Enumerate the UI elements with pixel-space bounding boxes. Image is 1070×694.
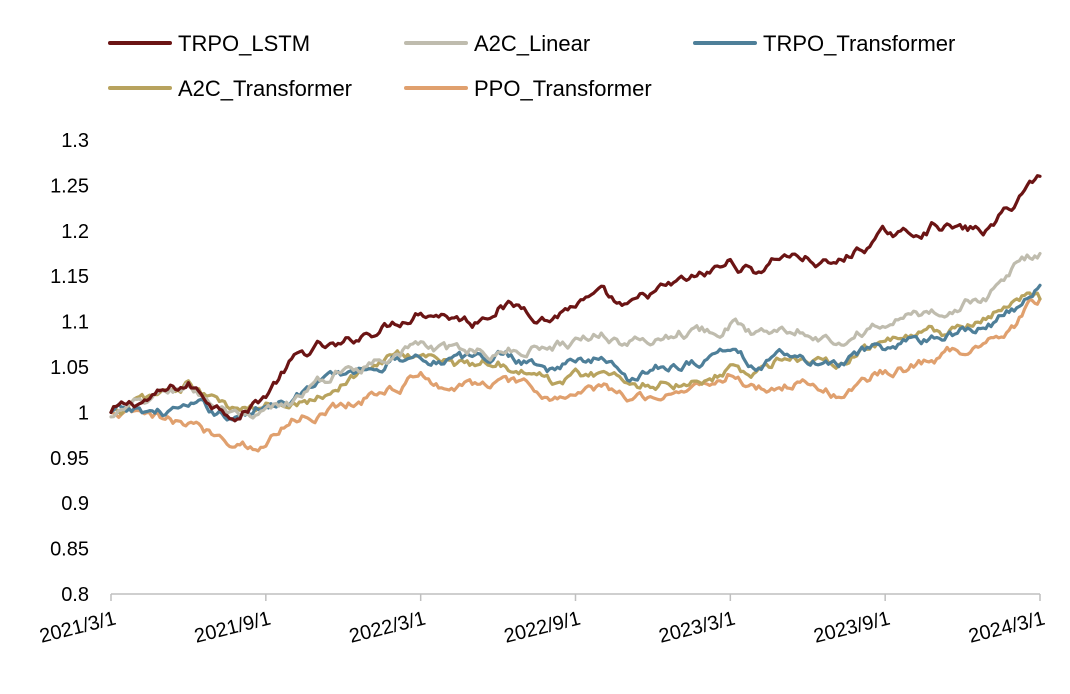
legend-label: PPO_Transformer: [474, 76, 652, 101]
x-axis: 2021/3/1 2021/9/1 2022/3/1 2022/9/1 2023/3/1…: [37, 593, 1047, 648]
legend-label: A2C_Linear: [474, 31, 590, 56]
legend-label: TRPO_LSTM: [178, 31, 310, 56]
y-tick-label: 0.9: [61, 493, 89, 515]
x-tick-label: 2021/9/1: [192, 608, 273, 648]
legend-label: TRPO_Transformer: [763, 31, 955, 56]
series-line-a2c-transformer: [109, 291, 1042, 416]
x-tick-label: 2022/9/1: [502, 608, 583, 648]
legend: TRPO_LSTM A2C_Linear TRPO_Transformer A2C_T…: [108, 31, 955, 101]
series-layer: [109, 174, 1042, 453]
y-tick-label: 0.85: [50, 539, 89, 561]
series-line-trpo-lstm: [109, 174, 1042, 423]
x-tick-label: 2024/3/1: [966, 608, 1047, 648]
y-tick-label: 1.15: [50, 266, 89, 288]
x-tick-label: 2023/3/1: [657, 608, 738, 648]
y-tick-label: 1.05: [50, 357, 89, 379]
y-tick-label: 1.3: [61, 130, 89, 152]
legend-label: A2C_Transformer: [178, 76, 352, 101]
x-tick-label: 2022/3/1: [347, 608, 428, 648]
series-line-a2c-linear: [109, 251, 1042, 420]
y-tick-label: 0.8: [61, 584, 89, 606]
x-tick-label: 2023/9/1: [812, 608, 893, 648]
y-tick-label: 1.1: [61, 312, 89, 334]
y-tick-label: 0.95: [50, 448, 89, 470]
y-axis: 0.8 0.85 0.9 0.95 1 1.05 1.1 1.15 1.2 1.25 1.3: [50, 130, 89, 606]
y-tick-label: 1.2: [61, 221, 89, 243]
y-tick-label: 1: [78, 402, 89, 424]
x-tick-label: 2021/3/1: [37, 608, 118, 648]
series-line-ppo-transformer: [109, 297, 1042, 453]
y-tick-label: 1.25: [50, 175, 89, 197]
